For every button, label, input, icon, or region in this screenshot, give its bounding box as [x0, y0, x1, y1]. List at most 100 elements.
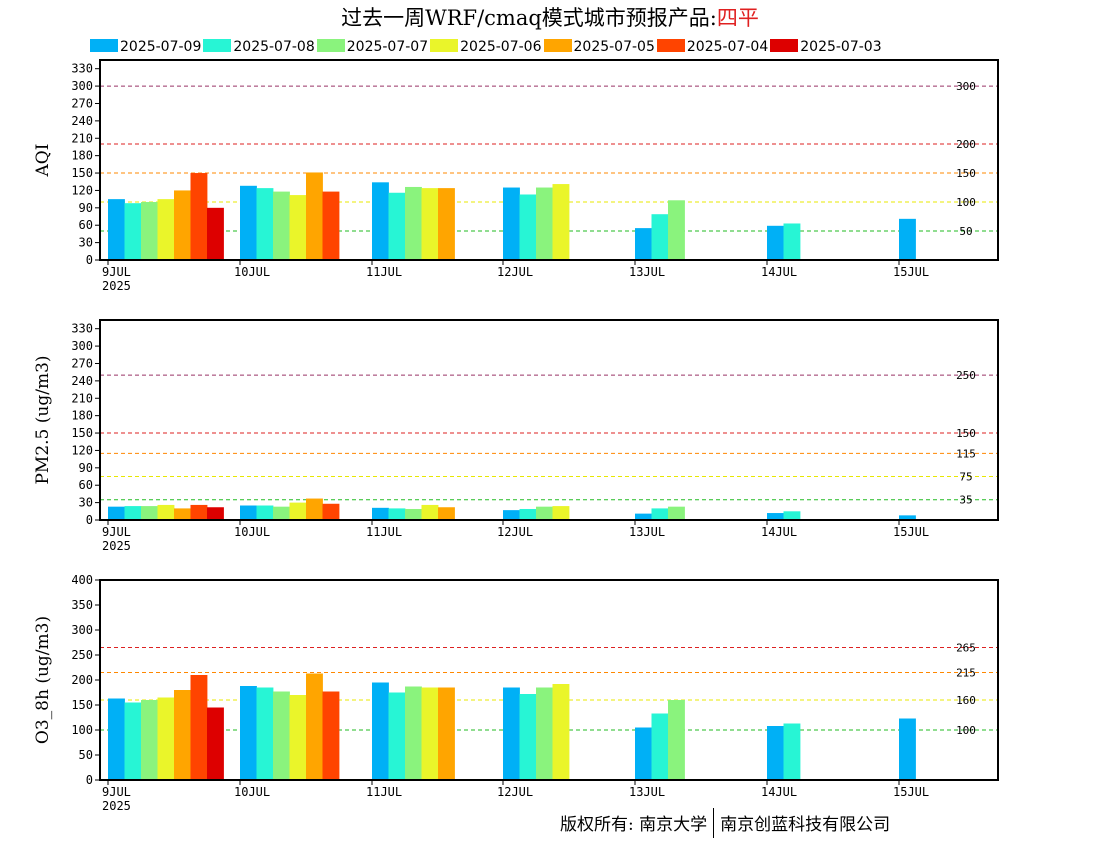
chart-panel-2: 35 75 115 150 250 0 30 60 90 120 150 180 210 240 270 30…: [33, 319, 999, 553]
legend-swatch: [656, 39, 685, 52]
bar: [668, 506, 685, 520]
x-tick-label: 11JUL: [366, 525, 402, 539]
bar: [141, 506, 158, 520]
bar: [157, 504, 175, 520]
bar: [322, 503, 340, 520]
copyright-left: 版权所有: 南京大学: [560, 815, 708, 835]
bar: [306, 673, 323, 780]
bar: [108, 698, 125, 780]
bar: [767, 513, 784, 520]
copyright-separator: [713, 808, 715, 838]
y-tick-label: 270: [71, 356, 93, 370]
bar: [273, 191, 290, 260]
y-axis-label: AQI: [33, 144, 53, 178]
legend-label: 2025-07-04: [686, 39, 769, 55]
bar: [157, 697, 175, 780]
legend-item: 2025-07-09: [90, 36, 201, 55]
y-tick-label: 150: [71, 166, 93, 180]
y-tick-label: 400: [71, 573, 93, 587]
threshold-label: 50: [959, 225, 972, 238]
bar: [635, 727, 652, 780]
x-tick-label: 12JUL: [497, 785, 533, 799]
legend-item: 2025-07-03: [770, 36, 882, 55]
bar: [635, 228, 652, 260]
y-tick-label: 350: [71, 598, 93, 612]
y-tick-label: 150: [71, 426, 93, 440]
bar: [256, 188, 274, 260]
legend-item: 2025-07-07: [316, 36, 428, 55]
legend-item: 2025-07-04: [656, 36, 769, 55]
bar: [438, 687, 455, 780]
plot-frame: [99, 59, 999, 261]
y-tick-label: 0: [86, 253, 93, 267]
x-tick-label: 11JUL: [366, 265, 402, 279]
bar: [438, 507, 455, 520]
legend-label: 2025-07-09: [120, 39, 202, 55]
legend-item: 2025-07-08: [203, 36, 315, 55]
y-tick-label: 330: [71, 62, 93, 76]
bar: [899, 515, 916, 520]
bar: [438, 188, 455, 260]
y-tick-label: 120: [71, 443, 93, 457]
x-tick-label: 14JUL: [761, 265, 797, 279]
bar: [372, 507, 389, 520]
legend-label: 2025-07-06: [460, 39, 542, 55]
bar: [651, 713, 669, 780]
bar: [141, 700, 158, 780]
bar: [519, 508, 537, 520]
legend-swatch: [316, 39, 345, 52]
threshold-label: 250: [956, 369, 976, 382]
legend-item: 2025-07-06: [430, 36, 542, 55]
threshold-label: 100: [956, 724, 976, 737]
x-tick-label: 14JUL: [761, 525, 797, 539]
legend-swatch: [543, 39, 572, 52]
y-tick-label: 120: [71, 183, 93, 197]
title-site-name: 四平: [716, 6, 759, 30]
y-tick-label: 300: [71, 623, 93, 637]
y-tick-label: 30: [79, 236, 93, 250]
bar: [405, 686, 422, 780]
x-tick-label: 11JUL: [366, 785, 402, 799]
x-tick-label: 15JUL: [893, 265, 929, 279]
bar: [240, 185, 257, 260]
legend-swatch: [770, 39, 799, 52]
bar: [174, 508, 191, 520]
y-tick-label: 180: [71, 409, 93, 423]
legend: 2025-07-09 2025-07-08 2025-07-07 2025-07-06…: [90, 36, 884, 55]
x-year-label: 2025: [102, 279, 131, 293]
bar: [536, 187, 553, 260]
bar: [767, 225, 784, 260]
bar: [519, 694, 537, 780]
y-tick-label: 300: [71, 79, 93, 93]
bar: [668, 200, 685, 260]
copyright-right: 南京创蓝科技有限公司: [720, 815, 891, 835]
bar: [519, 194, 537, 260]
bar: [651, 214, 669, 260]
legend-label: 2025-07-03: [800, 39, 882, 55]
bar: [207, 707, 224, 780]
bar: [503, 510, 520, 520]
x-tick-label: 9JUL: [102, 525, 131, 539]
x-tick-label: 13JUL: [629, 525, 665, 539]
bar: [421, 504, 439, 520]
y-tick-label: 250: [71, 648, 93, 662]
bar: [289, 502, 307, 520]
bar: [108, 506, 125, 520]
legend-swatch: [203, 39, 232, 52]
bar: [306, 172, 323, 260]
y-tick-label: 200: [71, 673, 93, 687]
legend-label: 2025-07-05: [573, 39, 655, 55]
y-tick-label: 90: [79, 201, 93, 215]
x-tick-label: 13JUL: [629, 785, 665, 799]
x-tick-label: 9JUL: [102, 265, 131, 279]
x-tick-label: 15JUL: [893, 785, 929, 799]
bar: [273, 691, 290, 780]
threshold-label: 35: [959, 494, 972, 507]
x-year-label: 2025: [102, 539, 131, 553]
bar: [289, 695, 307, 780]
y-tick-label: 150: [71, 698, 93, 712]
chart-panel-1: 50 100 150 200 300 0 30 60 90 120 150 180 210 240 270 3…: [33, 59, 999, 293]
bar: [767, 726, 784, 780]
y-tick-label: 210: [71, 391, 93, 405]
